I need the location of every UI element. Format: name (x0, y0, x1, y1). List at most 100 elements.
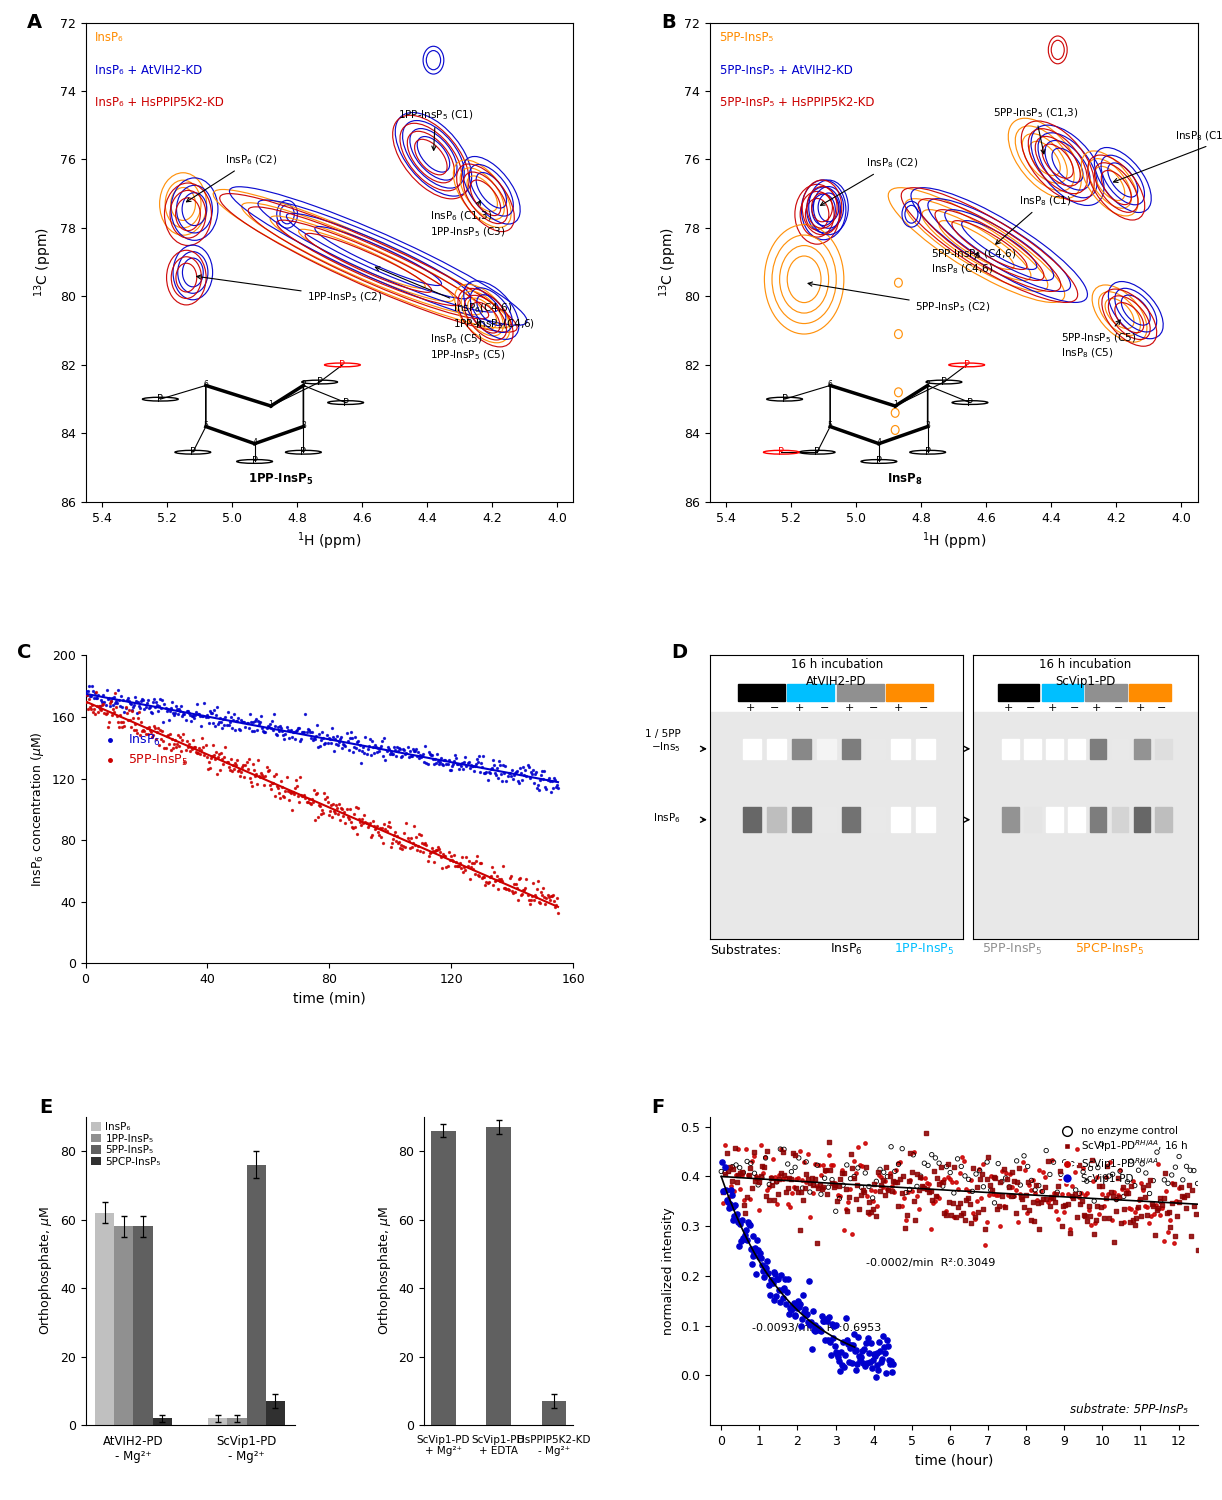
Point (499, 760, 518, 784)
Point (204, 742, 224, 766)
Point (820, 1143, 840, 1167)
Point (792, 1180, 811, 1204)
Text: 6: 6 (827, 380, 832, 388)
Point (331, 724, 351, 748)
Point (194, 690, 214, 714)
Point (980, 1184, 1000, 1208)
Point (788, 1179, 808, 1203)
Point (512, 882, 532, 906)
Point (759, 1174, 778, 1198)
Point (125, 693, 144, 717)
Point (782, 1294, 802, 1318)
Point (79, 694, 99, 718)
Point (534, 885, 554, 909)
Point (962, 1210, 981, 1234)
Point (545, 894, 565, 918)
Point (948, 1196, 968, 1219)
Point (260, 712, 280, 736)
Point (354, 802, 374, 826)
Point (510, 771, 529, 795)
Point (789, 1218, 809, 1242)
Point (1158, 1221, 1178, 1245)
Point (766, 1262, 786, 1286)
Point (404, 738, 424, 762)
Point (541, 770, 561, 794)
Point (720, 1192, 739, 1216)
Point (183, 704, 203, 728)
Point (126, 690, 145, 714)
Point (271, 770, 291, 794)
Point (738, 1162, 758, 1186)
Text: 5PP-InsP$_5$ (C2): 5PP-InsP$_5$ (C2) (808, 282, 990, 314)
Point (776, 1292, 796, 1316)
Point (258, 759, 277, 783)
Point (1117, 1182, 1136, 1206)
Point (499, 878, 518, 902)
Point (805, 1167, 825, 1191)
Point (123, 706, 143, 730)
Point (765, 1260, 785, 1284)
Point (1025, 1178, 1045, 1202)
Point (1106, 1198, 1125, 1222)
Point (423, 839, 442, 862)
Point (1118, 1182, 1138, 1206)
Point (805, 1152, 825, 1176)
Point (346, 795, 365, 819)
Point (753, 1154, 772, 1178)
Text: InsP$_8$ (C1): InsP$_8$ (C1) (996, 194, 1072, 244)
Point (1096, 1186, 1116, 1210)
Point (380, 815, 400, 839)
Point (154, 711, 174, 735)
Point (325, 728, 345, 752)
Y-axis label: normalized intensity: normalized intensity (661, 1208, 675, 1335)
X-axis label: time (hour): time (hour) (914, 1454, 993, 1467)
Point (158, 696, 177, 720)
Point (117, 700, 137, 724)
Point (183, 728, 203, 752)
Point (248, 710, 268, 734)
Point (802, 1336, 821, 1360)
Point (960, 1167, 980, 1191)
Point (901, 1168, 920, 1192)
Point (269, 780, 288, 804)
Point (895, 1185, 914, 1209)
Point (495, 876, 514, 900)
Point (458, 750, 478, 774)
Point (991, 1170, 1011, 1194)
Point (840, 1185, 859, 1209)
Point (1150, 1185, 1169, 1209)
Point (269, 718, 288, 742)
Point (858, 1326, 877, 1350)
Point (758, 1178, 777, 1202)
Point (485, 868, 505, 892)
Point (325, 801, 345, 825)
Point (260, 772, 280, 796)
Point (857, 1330, 876, 1354)
Point (415, 831, 435, 855)
Point (1057, 1172, 1077, 1196)
Point (342, 815, 362, 839)
Point (1084, 1222, 1103, 1246)
Point (541, 780, 561, 804)
Text: 3: 3 (301, 420, 306, 429)
Point (447, 752, 467, 776)
Point (326, 732, 346, 756)
Point (165, 700, 185, 724)
Point (1073, 1155, 1092, 1179)
Point (811, 1178, 831, 1202)
Point (888, 1194, 908, 1218)
Point (270, 714, 290, 738)
Point (169, 702, 188, 726)
Point (535, 892, 555, 916)
Point (875, 1182, 895, 1206)
Point (1083, 1148, 1102, 1172)
Point (392, 837, 412, 861)
Point (776, 1180, 796, 1204)
Point (323, 806, 342, 830)
Text: 1 / 5PP
$-$Ins$_5$: 1 / 5PP $-$Ins$_5$ (645, 729, 681, 754)
Point (472, 850, 491, 874)
Point (1108, 1167, 1128, 1191)
Point (158, 723, 177, 747)
Text: P: P (316, 376, 323, 387)
Point (853, 1154, 873, 1178)
